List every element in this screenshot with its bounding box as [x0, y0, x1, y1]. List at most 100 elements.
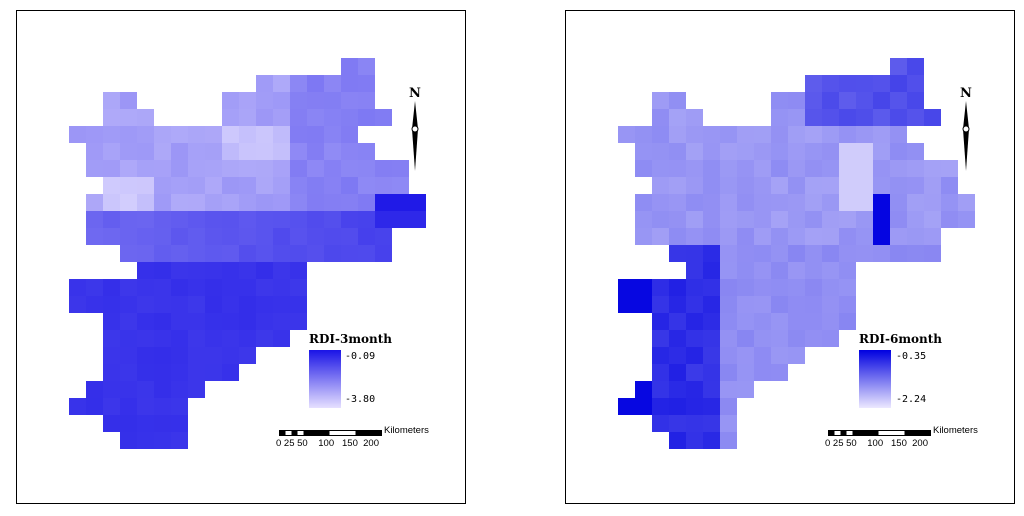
- grid-cell: [341, 109, 358, 126]
- grid-cell: [669, 432, 686, 449]
- grid-cell: [788, 160, 805, 177]
- grid-cell: [669, 330, 686, 347]
- grid-cell: [822, 245, 839, 262]
- grid-cell: [754, 143, 771, 160]
- grid-cell: [154, 313, 171, 330]
- grid-cell: [720, 330, 737, 347]
- grid-cell: [290, 245, 307, 262]
- grid-cell: [737, 347, 754, 364]
- grid-cell: [788, 126, 805, 143]
- grid-cell: [103, 381, 120, 398]
- grid-cell: [720, 245, 737, 262]
- grid-cell: [239, 92, 256, 109]
- grid-cell: [941, 177, 958, 194]
- grid-cell: [822, 262, 839, 279]
- grid-cell: [669, 245, 686, 262]
- grid-cell: [205, 228, 222, 245]
- grid-cell: [375, 228, 392, 245]
- grid-cell: [103, 211, 120, 228]
- grid-cell: [171, 330, 188, 347]
- grid-cell: [205, 296, 222, 313]
- grid-cell: [358, 160, 375, 177]
- grid-cell: [703, 432, 720, 449]
- grid-cell: [720, 432, 737, 449]
- grid-cell: [703, 330, 720, 347]
- grid-cell: [686, 432, 703, 449]
- scale-bar: [828, 430, 931, 436]
- grid-cell: [669, 194, 686, 211]
- grid-cell: [669, 109, 686, 126]
- grid-cell: [618, 279, 635, 296]
- grid-cell: [103, 177, 120, 194]
- grid-cell: [703, 177, 720, 194]
- grid-cell: [703, 262, 720, 279]
- grid-cell: [171, 160, 188, 177]
- north-arrow-icon: N: [960, 86, 972, 171]
- grid-cell: [375, 194, 392, 211]
- grid-cell: [137, 364, 154, 381]
- grid-cell: [924, 211, 941, 228]
- grid-cell: [669, 143, 686, 160]
- grid-cell: [771, 364, 788, 381]
- grid-cell: [669, 177, 686, 194]
- grid-cell: [69, 398, 86, 415]
- grid-cell: [635, 381, 652, 398]
- grid-cell: [788, 262, 805, 279]
- grid-cell: [358, 211, 375, 228]
- grid-cell: [324, 92, 341, 109]
- grid-cell: [873, 160, 890, 177]
- grid-cell: [239, 330, 256, 347]
- grid-cell: [222, 313, 239, 330]
- grid-cell: [856, 177, 873, 194]
- grid-cell: [686, 262, 703, 279]
- grid-cell: [805, 109, 822, 126]
- grid-cell: [856, 194, 873, 211]
- grid-cell: [652, 381, 669, 398]
- grid-cell: [941, 211, 958, 228]
- grid-cell: [720, 160, 737, 177]
- grid-cell: [703, 364, 720, 381]
- grid-cell: [137, 262, 154, 279]
- grid-cell: [86, 398, 103, 415]
- grid-cell: [652, 109, 669, 126]
- grid-cell: [686, 245, 703, 262]
- grid-cell: [669, 313, 686, 330]
- grid-cell: [103, 109, 120, 126]
- grid-cell: [907, 109, 924, 126]
- grid-cell: [754, 262, 771, 279]
- grid-cell: [856, 211, 873, 228]
- grid-cell: [907, 228, 924, 245]
- grid-cell: [137, 279, 154, 296]
- grid-cell: [324, 143, 341, 160]
- grid-cell: [239, 313, 256, 330]
- grid-cell: [754, 296, 771, 313]
- grid-cell: [137, 160, 154, 177]
- grid-cell: [805, 313, 822, 330]
- grid-cell: [652, 279, 669, 296]
- grid-cell: [890, 194, 907, 211]
- grid-cell: [154, 432, 171, 449]
- grid-cell: [754, 211, 771, 228]
- grid-cell: [771, 177, 788, 194]
- grid-cell: [703, 245, 720, 262]
- grid-cell: [907, 58, 924, 75]
- grid-cell: [737, 279, 754, 296]
- grid-cell: [924, 109, 941, 126]
- grid-cell: [307, 160, 324, 177]
- grid-cell: [154, 398, 171, 415]
- grid-cell: [341, 126, 358, 143]
- grid-cell: [669, 364, 686, 381]
- grid-cell: [205, 211, 222, 228]
- grid-cell: [154, 126, 171, 143]
- grid-cell: [839, 109, 856, 126]
- grid-cell: [669, 347, 686, 364]
- grid-cell: [686, 415, 703, 432]
- grid-cell: [188, 160, 205, 177]
- grid-cell: [652, 228, 669, 245]
- grid-cell: [754, 245, 771, 262]
- grid-cell: [120, 143, 137, 160]
- grid-cell: [239, 177, 256, 194]
- grid-cell: [256, 75, 273, 92]
- grid-cell: [856, 245, 873, 262]
- grid-cell: [171, 432, 188, 449]
